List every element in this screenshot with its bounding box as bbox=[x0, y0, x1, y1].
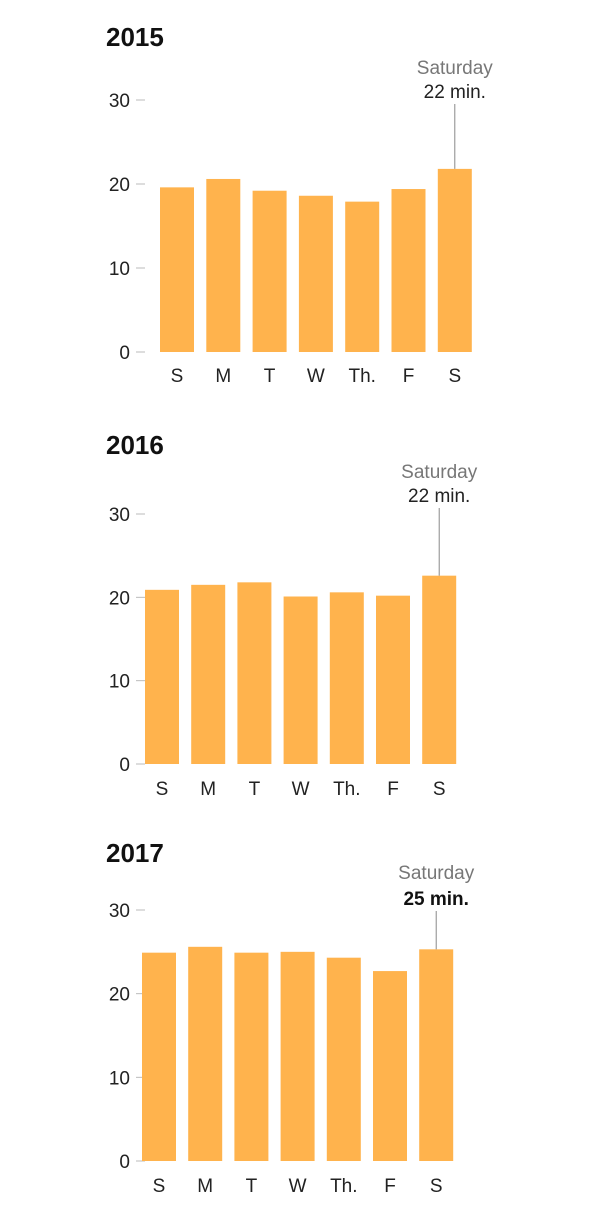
annotation-value-label: 22 min. bbox=[424, 82, 486, 103]
chart-panel-2017: 2017 0 10 20 30 S M T W Th. F S Saturday 25 min. bbox=[0, 808, 600, 1218]
annotation-day-label: Saturday bbox=[417, 58, 494, 79]
x-tick-label: F bbox=[403, 366, 415, 387]
x-tick-label: T bbox=[264, 366, 276, 387]
bar-chart-2017: 0 10 20 30 S M T W Th. F S Saturday 25 min. bbox=[109, 863, 475, 1197]
bar-chart-2016: 0 10 20 30 S M T W Th. F S Saturday 22 min. bbox=[109, 462, 478, 800]
x-tick-label: S bbox=[171, 366, 184, 387]
x-tick-label: T bbox=[249, 779, 261, 800]
y-tick-label: 10 bbox=[109, 672, 130, 693]
bar-chart-2015: 0 10 20 30 S M T W Th. F S Saturday 22 min. bbox=[109, 58, 494, 387]
bar bbox=[280, 951, 315, 1161]
y-tick-label: 30 bbox=[109, 505, 130, 526]
chart-title: 2017 bbox=[106, 838, 164, 868]
bar bbox=[419, 949, 454, 1161]
bar bbox=[237, 582, 272, 764]
x-tick-label: S bbox=[448, 366, 461, 387]
y-tick-label: 10 bbox=[109, 259, 130, 280]
annotation-value-label: 25 min. bbox=[403, 889, 468, 910]
bar bbox=[437, 168, 472, 352]
chart-panel-2016: 2016 0 10 20 30 S M T W Th. F S Saturday 22 min. bbox=[0, 412, 600, 812]
x-tick-label: F bbox=[384, 1176, 396, 1197]
x-tick-label: W bbox=[289, 1176, 307, 1197]
x-tick-label: W bbox=[307, 366, 325, 387]
y-tick-label: 0 bbox=[119, 1152, 130, 1173]
y-tick-label: 0 bbox=[119, 343, 130, 364]
y-tick-label: 20 bbox=[109, 175, 130, 196]
chart-title: 2015 bbox=[106, 22, 164, 52]
x-tick-label: T bbox=[246, 1176, 258, 1197]
y-tick-label: 0 bbox=[119, 755, 130, 776]
annotation-day-label: Saturday bbox=[398, 863, 475, 884]
y-tick-label: 30 bbox=[109, 901, 130, 922]
y-tick-label: 20 bbox=[109, 985, 130, 1006]
bar bbox=[345, 201, 380, 352]
bar bbox=[373, 971, 407, 1161]
y-tick-label: 10 bbox=[109, 1068, 130, 1089]
bar bbox=[234, 952, 269, 1161]
x-tick-label: S bbox=[433, 779, 446, 800]
bar bbox=[206, 178, 241, 352]
chart-title: 2016 bbox=[106, 430, 164, 460]
x-tick-label: M bbox=[215, 366, 231, 387]
x-tick-label: F bbox=[387, 779, 399, 800]
y-tick-label: 30 bbox=[109, 91, 130, 112]
bar bbox=[160, 187, 194, 352]
bar bbox=[376, 595, 410, 764]
x-tick-label: W bbox=[292, 779, 310, 800]
bar bbox=[329, 592, 364, 764]
x-tick-label: Th. bbox=[330, 1176, 357, 1197]
chart-panel-2015: 2015 0 10 20 30 S M T W Th. F S Saturday 22 min. bbox=[0, 0, 600, 400]
bar bbox=[142, 952, 176, 1161]
bar bbox=[298, 195, 333, 352]
x-tick-label: Th. bbox=[348, 366, 375, 387]
annotation-value-label: 22 min. bbox=[408, 486, 470, 507]
x-tick-label: Th. bbox=[333, 779, 360, 800]
bar bbox=[188, 946, 223, 1161]
bar bbox=[326, 957, 361, 1161]
x-tick-label: M bbox=[200, 779, 216, 800]
x-tick-label: S bbox=[156, 779, 169, 800]
bar bbox=[145, 589, 179, 764]
bar bbox=[191, 584, 226, 764]
annotation-day-label: Saturday bbox=[401, 462, 478, 483]
x-tick-label: S bbox=[430, 1176, 443, 1197]
bar bbox=[422, 575, 457, 764]
x-tick-label: S bbox=[153, 1176, 166, 1197]
bar bbox=[391, 189, 426, 352]
bar bbox=[252, 190, 287, 352]
x-tick-label: M bbox=[197, 1176, 213, 1197]
bar bbox=[283, 596, 318, 764]
y-tick-label: 20 bbox=[109, 588, 130, 609]
